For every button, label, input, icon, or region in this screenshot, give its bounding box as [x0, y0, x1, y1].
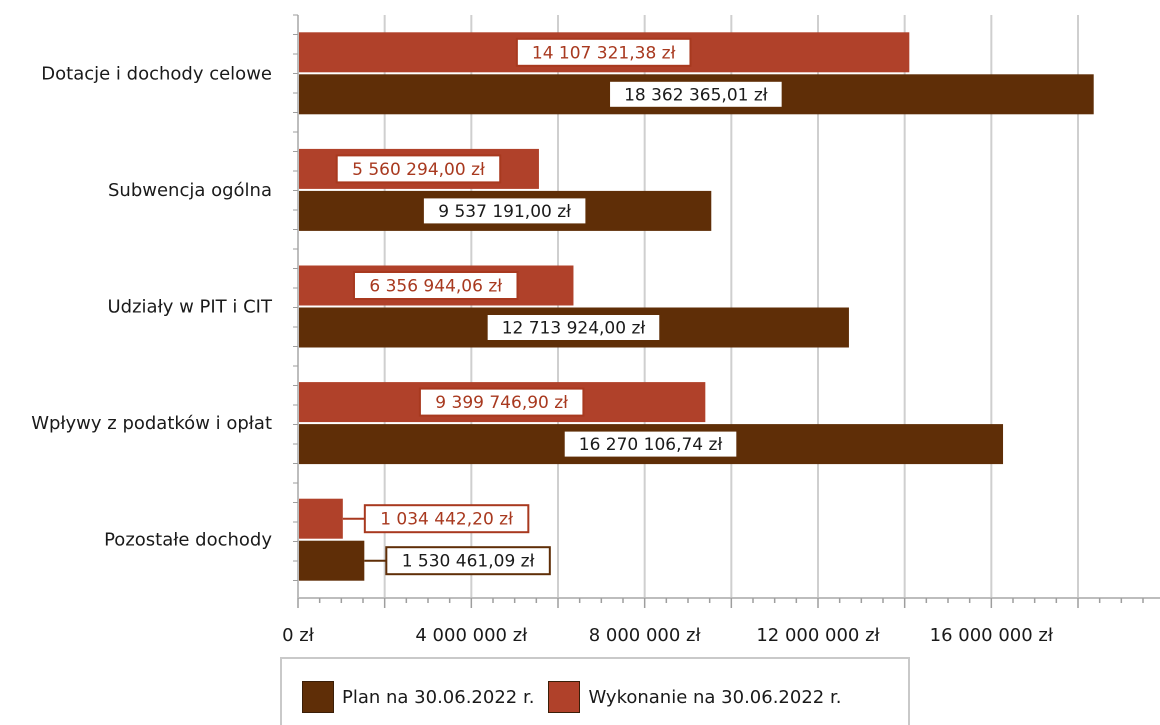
data-label-wykonanie: 5 560 294,00 zł [335, 154, 502, 184]
data-label-box [335, 154, 502, 184]
data-label-box [385, 546, 551, 576]
legend-label-wykonanie: Wykonanie na 30.06.2022 r. [588, 686, 842, 708]
bar-plan [298, 540, 365, 581]
data-label-text: 16 270 106,74 zł [579, 435, 723, 455]
data-label-box [608, 79, 784, 109]
category-label: Dotacje i dochody celowe [41, 63, 272, 84]
data-label-text: 5 560 294,00 zł [352, 160, 485, 180]
x-tick-label: 12 000 000 zł [756, 625, 880, 646]
data-label-box [515, 37, 692, 67]
category-label: Pozostałe dochody [104, 530, 272, 551]
data-labels: 14 107 321,38 zł 18 362 365,01 zł 5 560 29… [335, 37, 784, 576]
data-label-text: 12 713 924,00 zł [502, 319, 646, 339]
data-label-box [363, 504, 530, 534]
data-label-box [421, 196, 588, 226]
data-label-wykonanie: 9 399 746,90 zł [418, 387, 585, 417]
data-label-plan: 18 362 365,01 zł [608, 79, 784, 109]
data-label-text: 1 530 461,09 zł [402, 552, 535, 572]
data-label-box [562, 429, 739, 459]
legend-item-wykonanie: Wykonanie na 30.06.2022 r. [548, 681, 841, 713]
x-tick-label: 4 000 000 zł [415, 625, 528, 646]
bars [298, 32, 1094, 581]
axes: 0 zł 4 000 000 zł 8 000 000 zł 12 000 000 z… [31, 14, 1160, 646]
data-label-text: 9 399 746,90 zł [435, 393, 568, 413]
x-tick-label: 8 000 000 zł [589, 625, 702, 646]
category-label: Subwencja ogólna [108, 180, 272, 201]
category-label: Udziały w PIT i CIT [108, 297, 273, 318]
bar-wykonanie [298, 498, 343, 539]
legend-item-plan: Plan na 30.06.2022 r. [302, 681, 534, 713]
legend: Plan na 30.06.2022 r. Wykonanie na 30.06… [280, 657, 910, 725]
data-label-text: 6 356 944,06 zł [369, 277, 502, 297]
legend-swatch-plan [302, 681, 334, 713]
data-label-box [485, 313, 662, 342]
category-label: Wpływy z podatków i opłat [31, 413, 272, 434]
data-label-text: 1 034 442,20 zł [380, 510, 513, 530]
data-label-plan: 12 713 924,00 zł [485, 313, 662, 342]
bar-chart: 0 zł 4 000 000 zł 8 000 000 zł 12 000 000 z… [31, 14, 1160, 646]
data-label-wykonanie: 6 356 944,06 zł [352, 271, 519, 300]
x-tick-label: 0 zł [282, 625, 315, 646]
data-label-box [418, 387, 585, 417]
data-label-text: 18 362 365,01 zł [624, 85, 768, 105]
data-label-plan: 1 530 461,09 zł [364, 546, 551, 576]
data-label-plan: 16 270 106,74 zł [562, 429, 739, 459]
data-label-text: 14 107 321,38 zł [532, 43, 676, 63]
legend-label-plan: Plan na 30.06.2022 r. [342, 686, 535, 708]
data-label-wykonanie: 14 107 321,38 zł [515, 37, 692, 67]
data-label-wykonanie: 1 034 442,20 zł [342, 504, 530, 534]
data-label-text: 9 537 191,00 zł [438, 202, 571, 222]
data-label-plan: 9 537 191,00 zł [421, 196, 588, 226]
legend-swatch-wykonanie [548, 681, 581, 713]
x-tick-label: 16 000 000 zł [930, 625, 1054, 646]
data-label-box [352, 271, 519, 300]
